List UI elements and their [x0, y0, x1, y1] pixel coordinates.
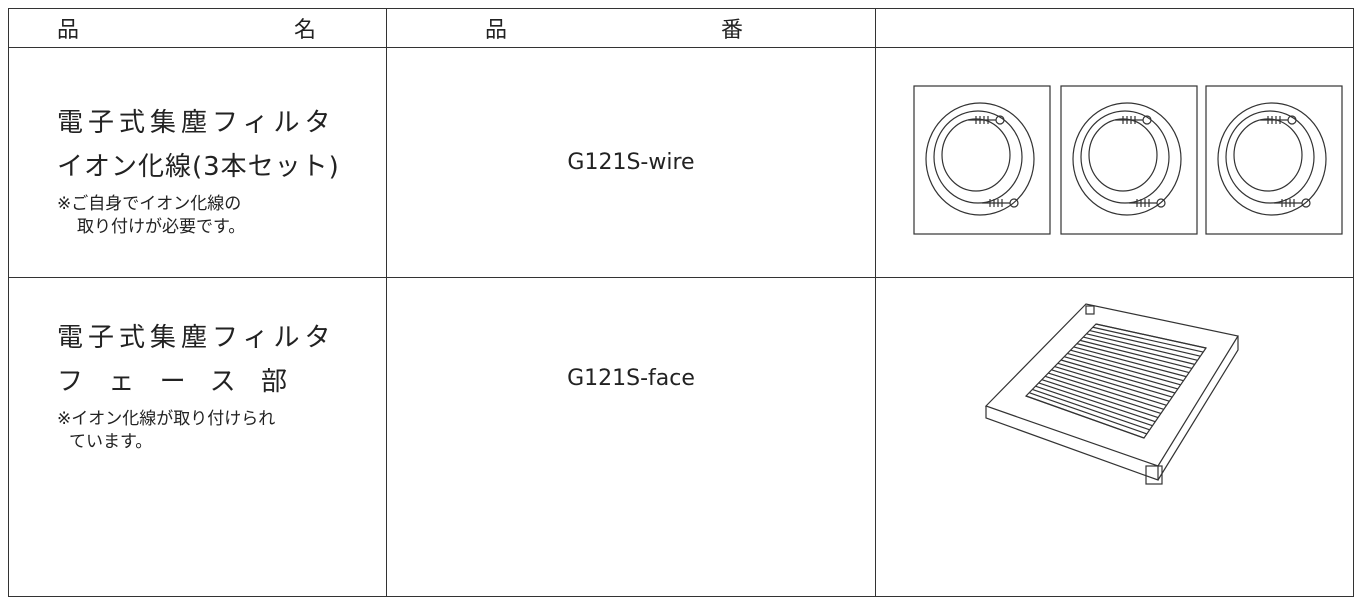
body: {"table": { "header": ["品名", "品番"], "row… — [8, 8, 1354, 597]
slat — [1092, 326, 1204, 353]
code-cell: G121S-wire — [386, 47, 876, 278]
slat — [1054, 365, 1170, 402]
slat — [1064, 356, 1178, 390]
face-illustration — [984, 303, 1239, 485]
row: 電子式集塵フィルタ イオン化線(3本セット) ※ご自身でイオン化線の 取り付けが… — [8, 47, 1354, 278]
name-cell: 電子式集塵フィルタ フェース部 ※イオン化線が取り付けられ ています。 — [8, 277, 387, 597]
header-text: 品番 — [485, 18, 743, 43]
header-cell: 品番 — [386, 8, 876, 48]
header-text: 品名 — [57, 18, 316, 43]
product-name: イオン化線(3本セット) — [57, 151, 340, 182]
slat — [1041, 379, 1159, 419]
slat — [1083, 336, 1195, 365]
slat — [1095, 323, 1207, 349]
slat — [1070, 349, 1184, 382]
wire-illustration — [913, 85, 1343, 235]
product-code: G121S-face — [567, 366, 695, 391]
image-cell — [875, 277, 1354, 597]
header-cell: 品名 — [8, 8, 387, 48]
parts-table: 品名 品番 電子式集塵フィルタ イオン化線(3本セット) ※ご自身でイオン化線の… — [8, 8, 1354, 597]
slat — [1057, 362, 1173, 398]
slat — [1060, 359, 1176, 394]
slat — [1076, 343, 1190, 374]
note: ※ご自身でイオン化線の — [57, 193, 242, 214]
slat — [1025, 395, 1145, 439]
name-cell: 電子式集塵フィルタ イオン化線(3本セット) ※ご自身でイオン化線の 取り付けが… — [8, 47, 387, 278]
slat — [1067, 352, 1181, 386]
slat — [1048, 372, 1164, 410]
product-name: 電子式集塵フィルタ — [57, 323, 336, 353]
product-code: G121S-wire — [567, 150, 695, 175]
filter-slats — [1025, 323, 1207, 439]
slat — [1086, 333, 1198, 361]
slat — [1032, 388, 1150, 431]
code-cell: G121S-face — [386, 277, 876, 597]
note: ています。 — [69, 432, 153, 452]
product-name: 電子式集塵フィルタ — [57, 107, 336, 138]
image-cell — [875, 47, 1354, 278]
page: parts table html, body { margin: 0; padd… — [8, 8, 1354, 597]
header-row: 品名 品番 — [8, 8, 1354, 48]
slat — [1079, 339, 1193, 370]
slat — [1038, 382, 1156, 423]
slat — [1051, 369, 1167, 406]
row: 電子式集塵フィルタ フェース部 ※イオン化線が取り付けられ ています。 G121… — [8, 277, 1354, 597]
note: ※イオン化線が取り付けられ — [57, 409, 276, 429]
product-name: フェース部 — [57, 367, 287, 397]
coil — [913, 85, 1051, 235]
slat — [1028, 392, 1148, 435]
header-cell — [875, 8, 1354, 48]
slat — [1044, 375, 1162, 415]
slat — [1089, 329, 1201, 357]
slat — [1073, 346, 1187, 378]
slat — [1035, 385, 1153, 427]
note: 取り付けが必要です。 — [77, 216, 246, 237]
